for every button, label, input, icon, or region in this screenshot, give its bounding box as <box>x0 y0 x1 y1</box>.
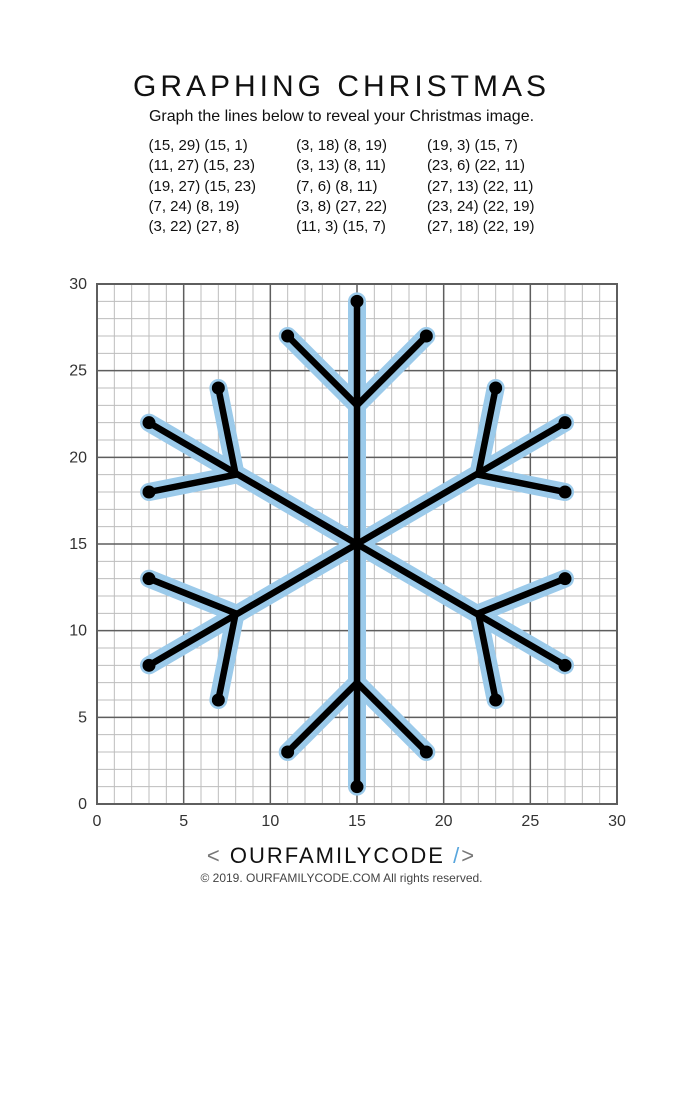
slash-icon: / <box>453 843 461 868</box>
svg-text:10: 10 <box>69 623 87 640</box>
svg-text:30: 30 <box>608 813 626 829</box>
coord-pair: (7, 24) (8, 19) <box>149 197 240 217</box>
svg-text:15: 15 <box>348 813 366 829</box>
svg-text:25: 25 <box>521 813 539 829</box>
bracket-close-icon: > <box>461 843 476 868</box>
chart: 00 5 5 10 10 15 15 20 20 25 25 30 30 <box>52 249 632 829</box>
coordinate-list: (15, 29) (15, 1)(11, 27) (15, 23)(19, 27… <box>0 136 683 237</box>
page-title: GRAPHING CHRISTMAS <box>0 70 683 104</box>
coord-pair: (15, 29) (15, 1) <box>149 136 248 156</box>
coord-pair: (11, 27) (15, 23) <box>149 156 255 176</box>
coord-pair: (11, 3) (15, 7) <box>296 217 386 237</box>
coord-pair: (23, 6) (22, 11) <box>427 156 525 176</box>
footer-logo-text: OURFAMILYCODE <box>222 843 453 868</box>
coord-col-3: (19, 3) (15, 7)(23, 6) (22, 11)(27, 13) … <box>427 136 535 237</box>
coord-col-1: (15, 29) (15, 1)(11, 27) (15, 23)(19, 27… <box>149 136 257 237</box>
coord-pair: (3, 18) (8, 19) <box>296 136 387 156</box>
svg-text:10: 10 <box>261 813 279 829</box>
svg-text:0: 0 <box>78 796 87 813</box>
svg-text:25: 25 <box>69 363 87 380</box>
coord-pair: (7, 6) (8, 11) <box>296 177 377 197</box>
coord-pair: (19, 27) (15, 23) <box>149 177 257 197</box>
svg-text:20: 20 <box>69 450 87 467</box>
chart-svg: 00 5 5 10 10 15 15 20 20 25 25 30 30 <box>52 249 632 829</box>
svg-text:20: 20 <box>434 813 452 829</box>
coord-pair: (3, 22) (27, 8) <box>149 217 240 237</box>
footer-logo: < OURFAMILYCODE /> <box>0 843 683 869</box>
page-subtitle: Graph the lines below to reveal your Chr… <box>0 108 683 126</box>
coord-pair: (23, 24) (22, 19) <box>427 197 535 217</box>
svg-text:5: 5 <box>179 813 188 829</box>
coord-col-2: (3, 18) (8, 19)(3, 13) (8, 11)(7, 6) (8,… <box>296 136 387 237</box>
worksheet-page: GRAPHING CHRISTMAS Graph the lines below… <box>0 70 683 1094</box>
coord-pair: (3, 13) (8, 11) <box>296 156 386 176</box>
coord-pair: (27, 18) (22, 19) <box>427 217 535 237</box>
coord-pair: (3, 8) (27, 22) <box>296 197 387 217</box>
footer-rights: © 2019. OURFAMILYCODE.COM All rights res… <box>0 871 683 885</box>
footer: < OURFAMILYCODE /> © 2019. OURFAMILYCODE… <box>0 843 683 885</box>
bracket-open-icon: < <box>207 843 222 868</box>
coord-pair: (19, 3) (15, 7) <box>427 136 518 156</box>
svg-text:0: 0 <box>92 813 101 829</box>
svg-text:5: 5 <box>78 710 87 727</box>
svg-text:30: 30 <box>69 276 87 293</box>
coord-pair: (27, 13) (22, 11) <box>427 177 533 197</box>
svg-text:15: 15 <box>69 536 87 553</box>
